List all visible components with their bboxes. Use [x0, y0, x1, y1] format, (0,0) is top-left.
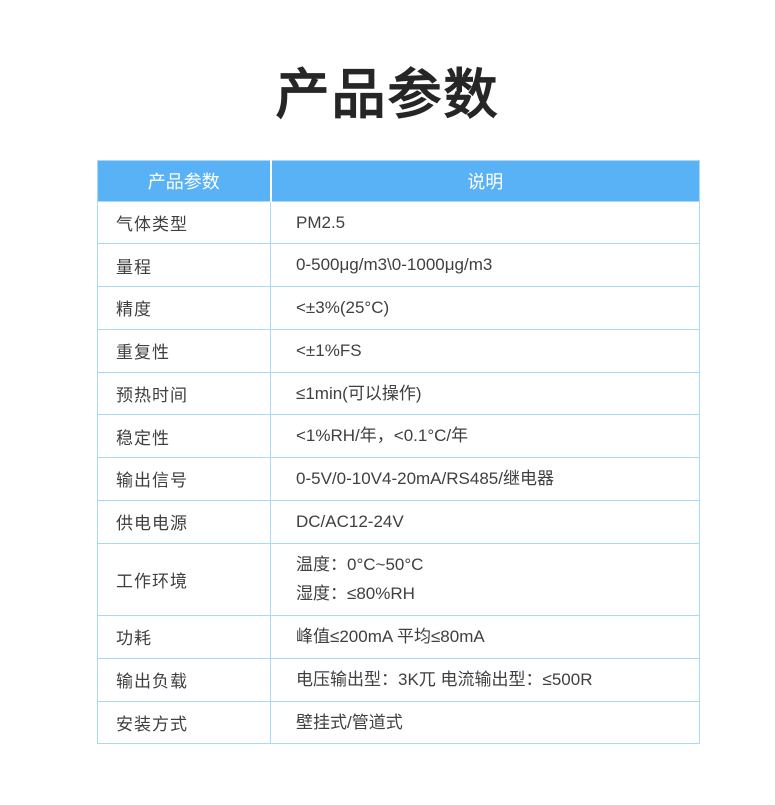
desc-cell: ≤1min(可以操作)	[270, 371, 700, 416]
desc-cell: 0-5V/0-10V4-20mA/RS485/继电器	[270, 457, 700, 501]
param-cell: 输出信号	[97, 457, 271, 501]
param-cell: 重复性	[97, 328, 271, 373]
table-row: 量程 0-500μg/m3\0-1000μg/m3	[97, 243, 700, 287]
desc-cell: 0-500μg/m3\0-1000μg/m3	[270, 243, 700, 287]
table-row: 输出负载 电压输出型：3K兀 电流输出型：≤500R	[97, 657, 700, 702]
page-title: 产品参数	[275, 65, 500, 125]
param-cell: 精度	[97, 286, 271, 330]
desc-cell: 峰值≤200mA 平均≤80mA	[270, 615, 700, 659]
param-cell: 气体类型	[97, 200, 271, 245]
spec-table: 产品参数 说明 气体类型 PM2.5 量程 0-500μg/m3\0-1000μ…	[97, 159, 700, 745]
param-cell: 量程	[97, 243, 271, 287]
param-cell: 功耗	[97, 615, 271, 659]
param-cell: 预热时间	[97, 371, 271, 416]
table-row: 稳定性 <1%RH/年，<0.1°C/年	[97, 414, 700, 458]
table-row: 预热时间 ≤1min(可以操作)	[97, 371, 700, 416]
desc-cell: <1%RH/年，<0.1°C/年	[270, 414, 700, 458]
table-row: 输出信号 0-5V/0-10V4-20mA/RS485/继电器	[97, 457, 700, 501]
table-row: 重复性 <±1%FS	[97, 328, 700, 373]
header-cell-desc: 说明	[270, 159, 700, 202]
param-cell: 供电电源	[97, 499, 271, 544]
param-cell: 工作环境	[97, 542, 271, 616]
table-row: 供电电源 DC/AC12-24V	[97, 499, 700, 544]
desc-cell: <±1%FS	[270, 328, 700, 373]
table-header-row: 产品参数 说明	[97, 159, 700, 202]
param-cell: 稳定性	[97, 414, 271, 458]
desc-cell: <±3%(25°C)	[270, 286, 700, 330]
param-cell: 输出负载	[97, 657, 271, 702]
table-row: 精度 <±3%(25°C)	[97, 286, 700, 330]
header-cell-param: 产品参数	[97, 159, 272, 202]
desc-cell: PM2.5	[270, 200, 700, 245]
table-row: 工作环境 温度：0°C~50°C 湿度：≤80%RH	[97, 542, 700, 616]
table-row: 安装方式 壁挂式/管道式	[97, 700, 700, 745]
desc-cell: DC/AC12-24V	[270, 499, 700, 544]
desc-cell: 壁挂式/管道式	[270, 700, 700, 745]
desc-cell: 温度：0°C~50°C 湿度：≤80%RH	[270, 542, 700, 616]
desc-cell: 电压输出型：3K兀 电流输出型：≤500R	[270, 657, 700, 702]
table-row: 功耗 峰值≤200mA 平均≤80mA	[97, 615, 700, 659]
table-row: 气体类型 PM2.5	[97, 200, 700, 245]
param-cell: 安装方式	[97, 700, 271, 745]
